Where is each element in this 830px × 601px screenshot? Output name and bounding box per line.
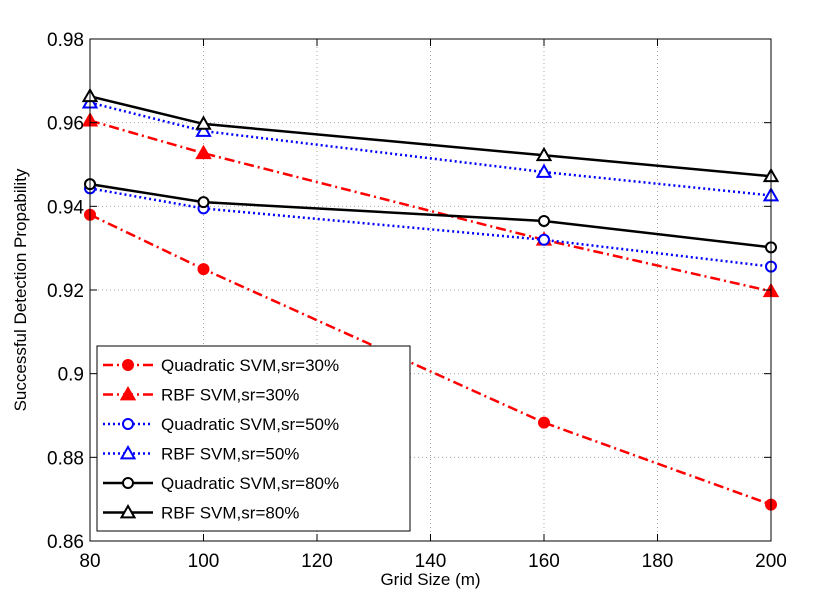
legend-swatch-marker [119, 503, 137, 519]
data-point [538, 416, 550, 429]
y-tick-label: 0.98 [47, 30, 84, 51]
series-5 [84, 178, 777, 254]
grid-lines [90, 39, 771, 541]
legend-label: RBF SVM,sr=50% [161, 445, 299, 464]
legend-label: RBF SVM,sr=30% [161, 386, 299, 405]
legend-entry: RBF SVM,sr=30% [103, 386, 299, 405]
x-tick-label: 100 [188, 551, 220, 572]
series-line [89, 119, 772, 293]
legend-label: RBF SVM,sr=80% [161, 504, 299, 523]
series-line [89, 187, 772, 268]
legend-label: Quadratic SVM,sr=30% [161, 356, 339, 375]
x-tick-label: 160 [528, 551, 560, 572]
data-point [197, 196, 210, 209]
data-point [195, 122, 212, 137]
series-line [89, 182, 772, 249]
series-line [89, 213, 772, 506]
legend-entry: RBF SVM,sr=50% [103, 445, 299, 464]
data-point [535, 163, 553, 178]
plot-series [81, 87, 780, 511]
x-tick-label: 120 [301, 551, 333, 572]
legend-swatch-marker [119, 385, 137, 401]
y-axis-label: Successful Detection Propability [11, 168, 30, 411]
series-2 [81, 112, 780, 298]
y-tick-label: 0.88 [47, 448, 84, 469]
x-tick-label: 200 [755, 551, 787, 572]
y-tick-label: 0.9 [58, 365, 84, 386]
legend-box [96, 345, 411, 532]
y-tick-label: 0.92 [47, 281, 84, 302]
data-point [535, 146, 553, 162]
legend-entry: RBF SVM,sr=80% [103, 504, 299, 523]
legend-label: Quadratic SVM,sr=80% [161, 474, 339, 493]
y-tick-label: 0.96 [47, 114, 84, 135]
x-tick-label: 180 [642, 551, 674, 572]
legend-label: Quadratic SVM,sr=50% [161, 415, 339, 434]
data-point [538, 233, 550, 246]
legend-swatch-marker [122, 359, 134, 371]
data-point [538, 214, 550, 227]
y-tick-label: 0.86 [47, 532, 84, 553]
data-point [195, 115, 212, 130]
x-tick-label: 80 [79, 551, 100, 572]
legend-entry: Quadratic SVM,sr=50% [103, 415, 339, 434]
legend-entry: Quadratic SVM,sr=80% [103, 474, 339, 493]
data-point [195, 144, 212, 160]
axis-ticks: 80 100 120 140 160 180 200 0.86 0.88 0.9 0.92 0.94 0… [47, 30, 787, 572]
y-tick-label: 0.94 [47, 197, 84, 218]
legend-swatch-marker [119, 444, 137, 460]
legend-swatch-marker [122, 477, 134, 489]
data-point [197, 263, 210, 276]
series-line [89, 95, 772, 178]
legend-entry: Quadratic SVM,sr=30% [103, 356, 339, 375]
x-axis-label: Grid Size (m) [380, 570, 480, 589]
legend: Quadratic SVM,sr=30% RBF SVM,sr=30% Quadra… [96, 345, 411, 532]
legend-swatch-marker [122, 418, 134, 430]
x-tick-label: 140 [415, 551, 447, 572]
